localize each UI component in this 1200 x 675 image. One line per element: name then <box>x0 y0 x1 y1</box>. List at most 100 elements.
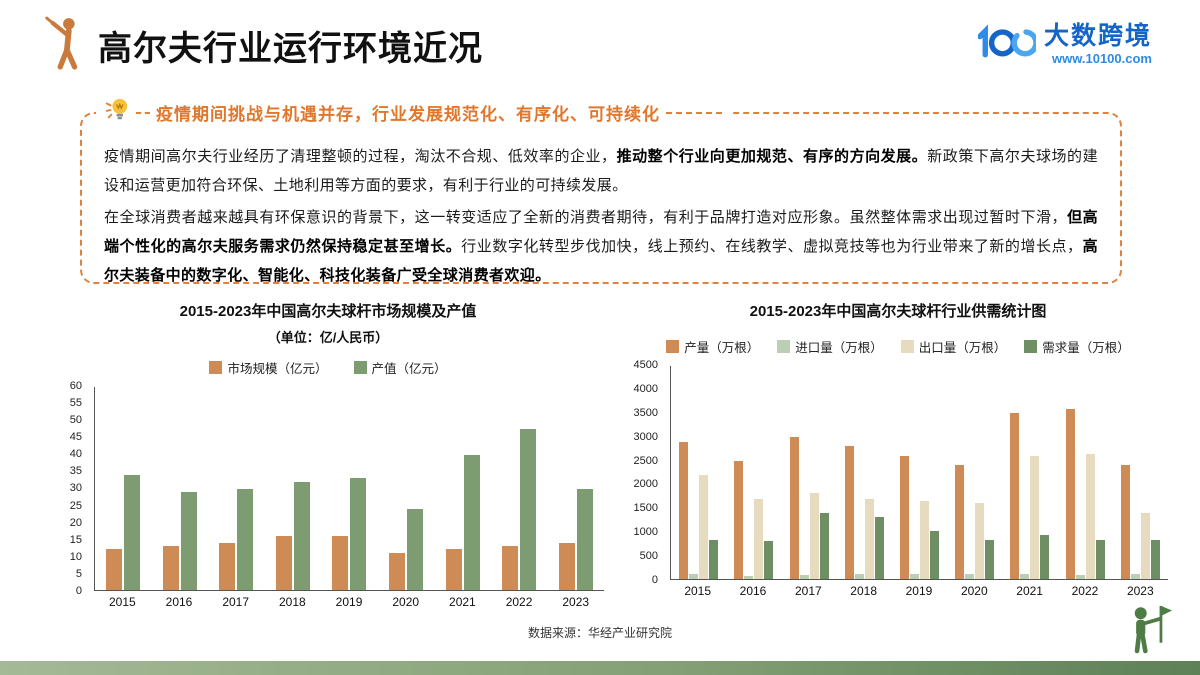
bar <box>1130 574 1140 579</box>
bar-group <box>445 387 480 590</box>
bar <box>558 542 575 590</box>
x-axis-label: 2015 <box>684 584 712 598</box>
bar <box>874 517 884 579</box>
bar <box>899 455 909 579</box>
x-axis-label: 2019 <box>335 595 363 609</box>
bar <box>106 549 123 590</box>
x-axis-label: 2022 <box>505 595 533 609</box>
bar <box>407 508 423 590</box>
chart-subtitle: （单位：亿/人民币） <box>267 330 389 345</box>
legend-item: 出口量（万根） <box>900 337 1007 356</box>
bar <box>1085 453 1095 579</box>
legend-swatch <box>1024 340 1038 353</box>
y-axis-label: 60 <box>69 380 82 392</box>
x-axis: 2015 2016 2017 2018 2019 2020 2021 2022 2023 <box>670 584 1168 598</box>
bar <box>332 535 349 590</box>
legend-label: 产量（万根） <box>684 341 760 355</box>
callout-heading: 疫情期间挑战与机遇并存，行业发展规范化、有序化、可持续化 <box>96 96 730 129</box>
legend-label: 需求量（万根） <box>1042 341 1130 355</box>
bar <box>1075 575 1085 579</box>
logo: 大数跨境 www.10100.com <box>977 21 1152 67</box>
y-axis-label: 4500 <box>633 359 658 371</box>
bar <box>124 474 141 590</box>
y-axis-label: 3500 <box>633 406 658 419</box>
bar <box>350 478 367 590</box>
bar-group <box>389 387 423 590</box>
y-axis-label: 1000 <box>633 526 658 539</box>
plot <box>94 387 604 591</box>
bar <box>844 446 854 579</box>
legend-swatch <box>353 361 367 374</box>
legend-label: 产值（亿元） <box>371 362 447 376</box>
flag-person-icon <box>1126 602 1172 659</box>
y-axis-label: 500 <box>639 550 658 562</box>
bar <box>789 437 799 579</box>
bar-group <box>106 387 141 590</box>
logo-swirl-icon <box>977 22 1039 67</box>
bar <box>689 574 699 579</box>
bar <box>445 549 462 590</box>
y-axis-label: 10 <box>69 550 82 563</box>
x-axis-label: 2020 <box>960 584 988 598</box>
x-axis-label: 2023 <box>562 595 590 609</box>
logo-url[interactable]: www.10100.com <box>1052 51 1152 67</box>
legend-label: 进口量（万根） <box>795 341 883 355</box>
legend-swatch <box>209 361 223 374</box>
bar <box>1140 512 1150 579</box>
bar-group <box>734 366 774 579</box>
bar <box>764 541 774 579</box>
bar-group <box>789 366 829 579</box>
bar <box>576 488 593 590</box>
callout-heading-text: 疫情期间挑战与机遇并存，行业发展规范化、有序化、可持续化 <box>156 105 660 124</box>
bar-group <box>1065 366 1105 579</box>
emphasis-text: 但高端个性化的高尔夫服务需求仍然保持稳定甚至增长。 <box>104 208 1098 255</box>
x-axis: 2015 2016 2017 2018 2019 2020 2021 2022 2023 <box>94 595 604 609</box>
bar <box>1065 408 1075 579</box>
bar <box>389 552 405 590</box>
callout-box: 疫情期间挑战与机遇并存，行业发展规范化、有序化、可持续化 疫情期间高尔夫行业经历… <box>80 96 1122 284</box>
bar-group <box>899 366 939 579</box>
body-text: 在全球消费者越来越具有环保意识的背景下，这一转变适应了全新的消费者期待，有利于品… <box>104 208 1068 226</box>
bar-group <box>502 387 537 590</box>
y-axis: 4500 4000 3500 3000 2500 2000 1500 1000 500 0 <box>628 359 664 586</box>
legend-item: 产量（万根） <box>666 337 759 356</box>
bottom-strip <box>0 661 1200 675</box>
callout-body: 疫情期间高尔夫行业经历了清理整顿的过程，淘汰不合规、低效率的企业，推动整个行业向… <box>104 142 1098 290</box>
legend-item: 需求量（万根） <box>1024 337 1130 356</box>
x-axis-label: 2015 <box>108 595 136 609</box>
callout-paragraph: 疫情期间高尔夫行业经历了清理整顿的过程，淘汰不合规、低效率的企业，推动整个行业向… <box>104 142 1098 201</box>
y-axis-label: 0 <box>651 573 658 586</box>
bar-group <box>162 387 197 590</box>
bar <box>975 503 985 579</box>
bar <box>709 540 719 579</box>
bar-group <box>679 366 719 579</box>
bar <box>864 498 874 579</box>
legend-label: 出口量（万根） <box>918 341 1007 355</box>
bar <box>819 512 829 579</box>
bar <box>1120 465 1130 579</box>
plot <box>670 366 1168 580</box>
logo-name: 大数跨境 <box>1043 21 1152 50</box>
emphasis-text: 高尔夫装备中的数字化、智能化、科技化装备广受全球消费者欢迎。 <box>104 237 1098 284</box>
x-axis-label: 2022 <box>1071 584 1099 598</box>
dashed-line <box>666 111 722 114</box>
x-axis-label: 2018 <box>279 595 306 609</box>
x-axis-label: 2018 <box>850 584 877 598</box>
bar <box>965 574 975 579</box>
bar <box>854 574 864 579</box>
bar <box>1030 455 1040 579</box>
golfer-icon <box>42 16 88 75</box>
bar <box>520 429 537 590</box>
bar-group <box>955 366 995 579</box>
y-axis-label: 40 <box>69 448 82 461</box>
y-axis-label: 5 <box>75 567 82 580</box>
bar <box>275 535 292 590</box>
plot-area: 4500 4000 3500 3000 2500 2000 1500 1000 500 0 201… <box>634 359 1168 598</box>
legend-swatch <box>666 340 680 353</box>
bar <box>1040 535 1050 579</box>
data-source-note: 数据来源：华经产业研究院 <box>527 626 672 640</box>
bar-group <box>1120 366 1160 579</box>
y-axis-label: 50 <box>69 414 82 427</box>
y-axis-label: 3000 <box>633 430 658 443</box>
x-axis-label: 2017 <box>222 595 250 609</box>
